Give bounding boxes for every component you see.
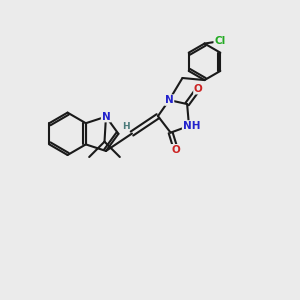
Text: Cl: Cl — [214, 36, 226, 46]
Text: NH: NH — [183, 121, 200, 131]
Text: O: O — [172, 145, 180, 155]
Text: O: O — [194, 84, 203, 94]
Text: N: N — [165, 95, 174, 105]
Text: N: N — [102, 112, 110, 122]
Text: H: H — [122, 122, 129, 131]
